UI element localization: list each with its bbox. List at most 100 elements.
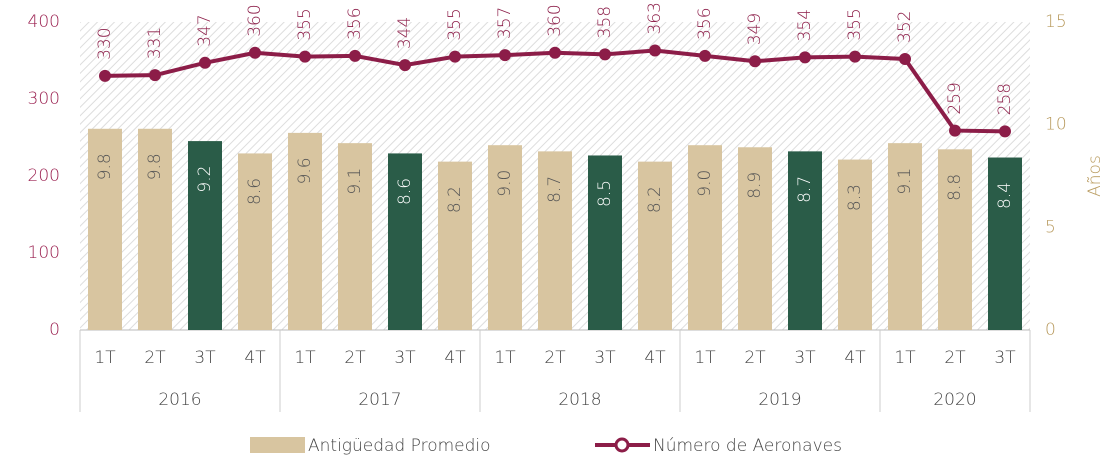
line-marker xyxy=(649,44,661,57)
line-value-label: 258 xyxy=(995,83,1015,115)
bar-value-label: 8.6 xyxy=(395,178,415,205)
bar-value-label: 8.5 xyxy=(595,180,615,207)
line-value-label: 331 xyxy=(145,27,165,59)
bar xyxy=(338,143,372,330)
bar-value-label: 8.4 xyxy=(995,182,1015,209)
bar xyxy=(738,147,772,330)
bar xyxy=(788,151,822,330)
x-tick-label: 1T xyxy=(494,348,516,368)
x-tick-label: 1T xyxy=(94,348,116,368)
y-tick-label: 100 xyxy=(28,243,60,263)
x-tick-label: 3T xyxy=(994,348,1016,368)
bar xyxy=(888,143,922,330)
line-value-label: 355 xyxy=(445,8,465,40)
bar-value-label: 8.2 xyxy=(645,186,665,213)
bar-value-label: 9.1 xyxy=(895,168,915,195)
line-marker xyxy=(199,56,211,69)
line-value-label: 352 xyxy=(895,11,915,43)
y-tick-label: 200 xyxy=(28,166,60,186)
line-marker xyxy=(999,125,1011,138)
line-marker xyxy=(899,52,911,65)
line-value-label: 355 xyxy=(295,8,315,40)
line-marker xyxy=(249,46,261,59)
line-value-label: 355 xyxy=(845,8,865,40)
line-marker xyxy=(549,46,561,59)
line-marker xyxy=(99,69,111,82)
bar xyxy=(88,128,122,330)
line-value-label: 356 xyxy=(345,7,365,39)
x-tick-label: 3T xyxy=(794,348,816,368)
x-tick-label: 2T xyxy=(744,348,766,368)
x-group-label: 2017 xyxy=(358,390,401,410)
line-marker xyxy=(449,50,461,63)
line-marker xyxy=(499,49,511,62)
legend-label: Número de Aeronaves xyxy=(653,436,842,456)
line-marker xyxy=(799,51,811,64)
bar xyxy=(438,161,472,330)
bar xyxy=(588,155,622,330)
bar xyxy=(238,153,272,330)
y2-tick-label: 15 xyxy=(1045,12,1067,32)
bar xyxy=(188,141,222,330)
y2-tick-label: 10 xyxy=(1045,115,1067,135)
line-value-label: 363 xyxy=(645,2,665,34)
bar xyxy=(388,153,422,330)
line-value-label: 357 xyxy=(495,7,515,39)
bar-value-label: 9.1 xyxy=(345,168,365,195)
x-tick-label: 2T xyxy=(344,348,366,368)
y2-axis-label: Años xyxy=(1085,155,1105,197)
bar xyxy=(838,159,872,330)
y2-tick-label: 5 xyxy=(1045,217,1056,237)
x-tick-label: 2T xyxy=(544,348,566,368)
line-marker xyxy=(349,49,361,62)
line-value-label: 259 xyxy=(945,82,965,114)
x-tick-label: 2T xyxy=(944,348,966,368)
bar-value-label: 9.6 xyxy=(295,157,315,184)
x-group-label: 2016 xyxy=(158,390,201,410)
bar xyxy=(138,128,172,330)
x-tick-label: 4T xyxy=(644,348,666,368)
x-tick-label: 3T xyxy=(194,348,216,368)
bar xyxy=(688,145,722,330)
bar-value-label: 9.8 xyxy=(95,153,115,180)
y-tick-label: 400 xyxy=(28,12,60,32)
x-group-label: 2019 xyxy=(758,390,801,410)
bar-value-label: 9.0 xyxy=(495,170,515,197)
bar-value-label: 8.7 xyxy=(545,176,565,203)
x-tick-label: 1T xyxy=(894,348,916,368)
bar-value-label: 9.8 xyxy=(145,153,165,180)
bar-value-label: 9.0 xyxy=(695,170,715,197)
line-marker xyxy=(399,59,411,72)
bar xyxy=(488,145,522,330)
bar-value-label: 9.2 xyxy=(195,166,215,193)
x-tick-label: 2T xyxy=(144,348,166,368)
x-group-label: 2018 xyxy=(558,390,601,410)
line-value-label: 358 xyxy=(595,6,615,38)
bar-value-label: 8.8 xyxy=(945,174,965,201)
bar xyxy=(938,149,972,330)
bar xyxy=(638,161,672,330)
line-value-label: 360 xyxy=(245,4,265,36)
line-marker xyxy=(749,55,761,68)
y2-tick-label: 0 xyxy=(1045,320,1056,340)
legend-label: Antigüedad Promedio xyxy=(308,436,491,456)
x-tick-label: 3T xyxy=(394,348,416,368)
bar xyxy=(288,132,322,330)
y-tick-label: 300 xyxy=(28,89,60,109)
bar-value-label: 8.3 xyxy=(845,184,865,211)
line-marker xyxy=(599,48,611,61)
bar xyxy=(988,157,1022,330)
x-tick-label: 4T xyxy=(844,348,866,368)
x-group-label: 2020 xyxy=(933,390,976,410)
bar-value-label: 8.7 xyxy=(795,176,815,203)
line-value-label: 356 xyxy=(695,7,715,39)
x-tick-label: 1T xyxy=(694,348,716,368)
line-marker xyxy=(849,50,861,63)
line-marker xyxy=(149,69,161,82)
x-tick-label: 4T xyxy=(444,348,466,368)
line-value-label: 354 xyxy=(795,9,815,41)
bar xyxy=(538,151,572,330)
line-value-label: 349 xyxy=(745,13,765,45)
x-tick-label: 4T xyxy=(244,348,266,368)
